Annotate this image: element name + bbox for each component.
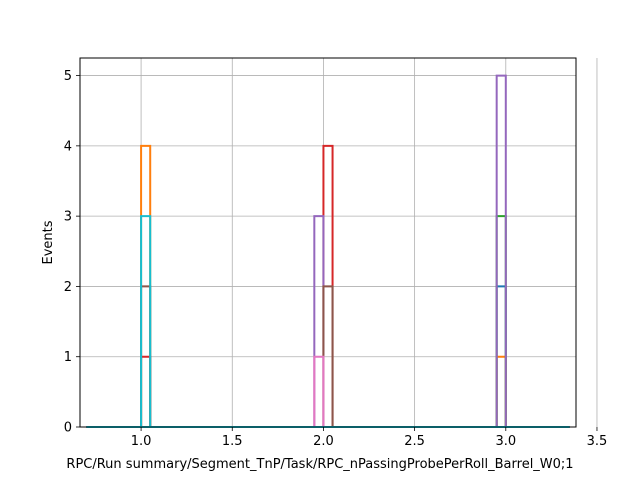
y-tick-label-3: 3 bbox=[64, 210, 72, 225]
x-tick-label-0: 1.0 bbox=[131, 434, 152, 449]
y-tick-label-2: 2 bbox=[64, 280, 72, 295]
y-tick-label-4: 4 bbox=[64, 139, 72, 154]
series-4-bar-1 bbox=[495, 74, 507, 427]
y-axis-label: Events bbox=[41, 220, 56, 264]
x-axis-label: RPC/Run summary/Segment_TnP/Task/RPC_nPa… bbox=[66, 457, 573, 472]
x-axis: 1.0 1.5 2.0 2.5 3.0 3.5 bbox=[131, 427, 608, 449]
y-axis: 0 1 2 3 4 5 bbox=[64, 69, 80, 436]
x-tick-label-4: 3.0 bbox=[495, 434, 516, 449]
x-tick-label-5: 3.5 bbox=[587, 434, 608, 449]
x-tick-label-3: 2.5 bbox=[404, 434, 425, 449]
x-tick-label-2: 2.0 bbox=[313, 434, 334, 449]
series-6-bar-0 bbox=[313, 355, 325, 427]
y-tick-label-5: 5 bbox=[64, 69, 72, 84]
plot-frame bbox=[79, 57, 577, 428]
series-7-bar-0 bbox=[140, 215, 152, 427]
y-tick-label-1: 1 bbox=[64, 350, 72, 365]
x-tick-label-1: 1.5 bbox=[222, 434, 243, 449]
y-tick-label-0: 0 bbox=[64, 421, 72, 436]
